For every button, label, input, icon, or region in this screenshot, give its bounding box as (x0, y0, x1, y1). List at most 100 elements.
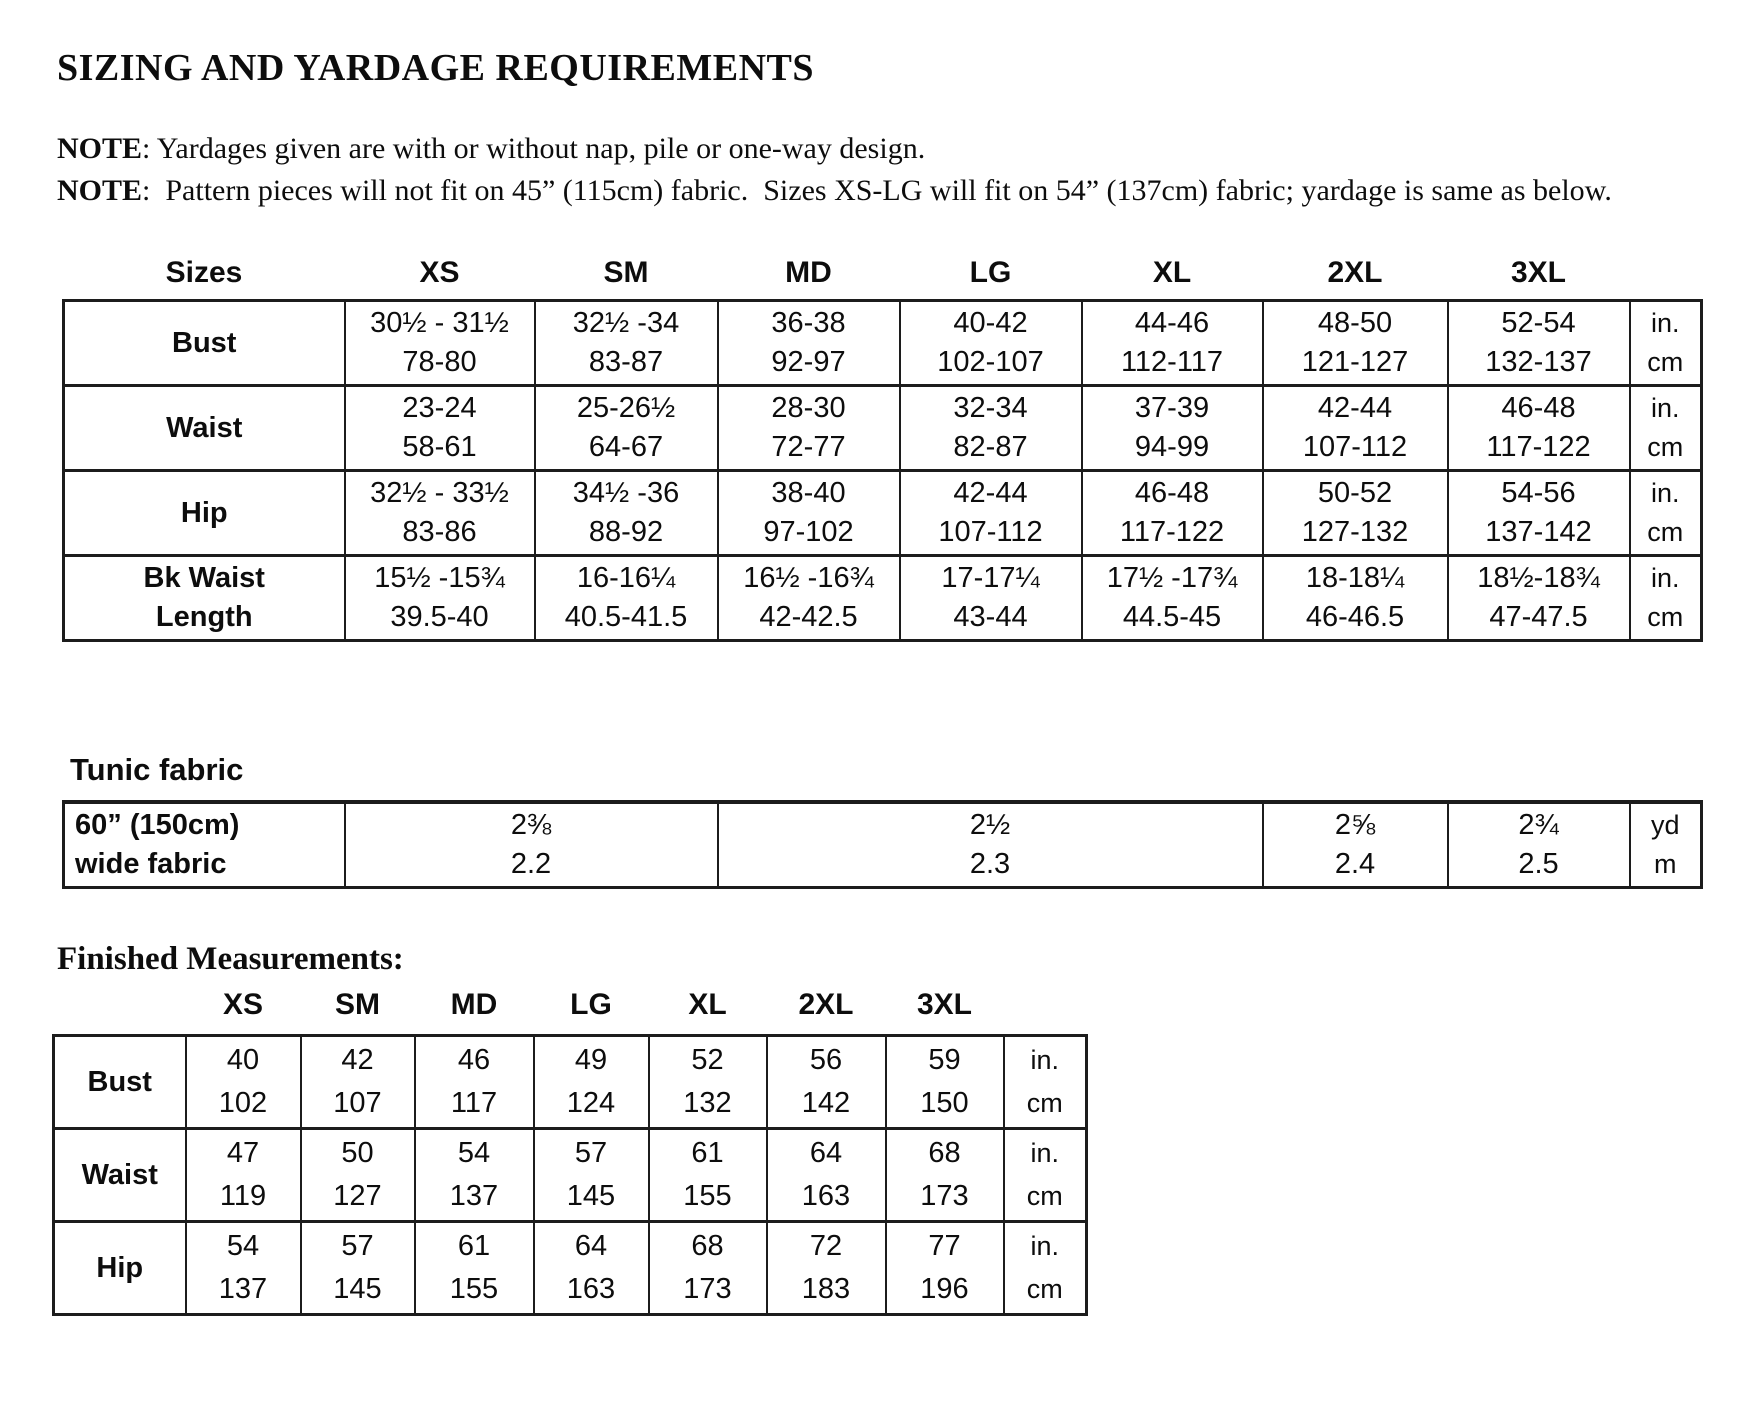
cell-line: 137 (218, 1273, 268, 1305)
cell-line: 82-87 (953, 431, 1028, 463)
tunic-section: Tunic fabric 60” (150cm) wide fabric 2⅜ … (0, 752, 1760, 889)
cell-line: 64-67 (588, 431, 664, 463)
cell-line: 83-87 (588, 346, 664, 378)
cell-line: 64 (809, 1137, 843, 1169)
cell-line: Length (155, 601, 253, 633)
cell-line: in. (1650, 393, 1680, 423)
row-label: Bk Waist Length (62, 554, 346, 642)
size-column-header: XS (222, 988, 264, 1021)
cell-line: 57 (341, 1230, 374, 1262)
measurement-cell: 16-16¼ 40.5-41.5 (533, 554, 719, 642)
notes-block: NOTE: Yardages given are with or without… (57, 128, 1697, 212)
cell-line: 2.2 (510, 848, 552, 880)
cell-line: 50 (341, 1137, 374, 1169)
cell-line: 127-132 (1301, 516, 1409, 548)
cell-line: 150 (920, 1087, 969, 1119)
cell-line: in. (1030, 1231, 1060, 1261)
cell-line: cm (1647, 347, 1684, 377)
measurement-cell: 32½ -34 83-87 (533, 299, 719, 387)
cell-line: 196 (920, 1273, 969, 1305)
measurement-cell: 61 155 (413, 1220, 535, 1316)
measurement-cell: 59 150 (884, 1034, 1005, 1130)
page: SIZING AND YARDAGE REQUIREMENTS NOTE: Ya… (0, 46, 1760, 1420)
size-column-header: XS (419, 256, 460, 289)
sizing-header-row: Sizes XS SM MD LG XL 2XL 3XL (64, 256, 1702, 301)
cell-line: 2⅜ (510, 809, 552, 841)
sizing-section: Sizes XS SM MD LG XL 2XL 3XL Bust 30½ - 3… (0, 256, 1760, 642)
cell-line: 2¾ (1518, 809, 1559, 841)
cell-line: 52 (691, 1044, 724, 1076)
measurement-row: Hip 32½ - 33½ 83-86 34½ -36 88-92 38-40 97-102… (62, 469, 1703, 557)
cell-line: 46-48 (1134, 477, 1210, 509)
measurement-cell: 50-52 127-132 (1261, 469, 1449, 557)
measurement-cell: 54 137 (184, 1220, 302, 1316)
measurement-cell: 42-44 107-112 (898, 469, 1083, 557)
cell-line: 18½-18¾ (1477, 562, 1600, 594)
unit-column-header (1630, 256, 1702, 301)
cell-line: cm (1647, 602, 1684, 632)
cell-line: in. (1650, 563, 1680, 593)
measurement-cell: 17-17¼ 43-44 (898, 554, 1083, 642)
note-label: NOTE (57, 132, 143, 165)
yardage-row: 60” (150cm) wide fabric 2⅜ 2.2 2½ 2.3 2⅝… (62, 801, 1703, 889)
measurement-cell: 50 127 (299, 1127, 416, 1223)
cell-line: in. (1030, 1045, 1060, 1075)
cell-line: 40-42 (953, 307, 1028, 339)
size-column-header: XL (688, 988, 727, 1021)
cell-line: 121-127 (1301, 346, 1409, 378)
cell-line: 34½ -36 (572, 477, 680, 509)
cell-line: 42-44 (953, 477, 1028, 509)
unit-cell: in. cm (1628, 469, 1703, 557)
measurement-cell: 64 163 (532, 1220, 650, 1316)
cell-line: 173 (920, 1180, 969, 1212)
row-label: Bust (62, 299, 346, 387)
row-label: Waist (62, 384, 346, 472)
cell-line: 61 (457, 1230, 491, 1262)
unit-cell: in. cm (1628, 299, 1703, 387)
measurement-row: Bust 40 102 42 107 46 117 49 124 52 132 56 142 59 150 i… (52, 1034, 1088, 1130)
cell-line: 46-46.5 (1305, 601, 1405, 633)
measurement-cell: 52-54 132-137 (1446, 299, 1631, 387)
measurement-cell: 57 145 (532, 1127, 650, 1223)
size-column-header: 3XL (916, 988, 973, 1021)
cell-line: 107-112 (938, 516, 1043, 548)
cell-line: in. (1650, 478, 1680, 508)
note-text: : Pattern pieces will not fit on 45” (11… (142, 174, 1612, 207)
cell-line: in. (1030, 1138, 1060, 1168)
cell-line: 39.5-40 (390, 601, 489, 633)
sizing-table: Sizes XS SM MD LG XL 2XL 3XL Bust 30½ - 3… (62, 256, 1703, 642)
cell-line: 145 (333, 1273, 382, 1305)
cell-line: 2.5 (1518, 848, 1559, 880)
cell-line: 102-107 (937, 346, 1044, 378)
measurement-row: Waist 47 119 50 127 54 137 57 145 61 155 64 163 68 173… (52, 1127, 1088, 1223)
cell-line: 92-97 (771, 346, 846, 378)
measurement-cell: 32-34 82-87 (898, 384, 1083, 472)
row-label: Hip (52, 1220, 187, 1316)
cell-line: 46-48 (1501, 392, 1576, 424)
cell-line: m (1654, 849, 1677, 879)
finished-table: XS SM MD LG XL 2XL 3XL Bust 40 102 42 107 46 1… (52, 988, 1088, 1316)
cell-line: 61 (691, 1137, 724, 1169)
measurement-cell: 37-39 94-99 (1080, 384, 1264, 472)
yardage-cell: 2½ 2.3 (716, 801, 1264, 889)
unit-cell: in. cm (1002, 1127, 1088, 1223)
cell-line: 40.5-41.5 (564, 601, 688, 633)
cell-line: 58-61 (402, 431, 477, 463)
cell-line: in. (1650, 308, 1680, 338)
cell-line: 50-52 (1317, 477, 1393, 509)
cell-line: 119 (219, 1180, 267, 1212)
unit-column-header (1004, 988, 1087, 1036)
cell-line: cm (1647, 517, 1684, 547)
finished-section-title: Finished Measurements: (57, 941, 404, 977)
cell-line: 97-102 (763, 516, 854, 548)
size-column-header: SM (335, 988, 380, 1021)
unit-cell: in. cm (1628, 554, 1703, 642)
measurement-cell: 47 119 (184, 1127, 302, 1223)
size-column-header: MD (450, 988, 498, 1021)
size-column-header: 2XL (798, 988, 854, 1021)
yardage-cell: 2⅝ 2.4 (1261, 801, 1449, 889)
measurement-cell: 46 117 (413, 1034, 535, 1130)
tunic-table: 60” (150cm) wide fabric 2⅜ 2.2 2½ 2.3 2⅝… (62, 800, 1703, 889)
cell-line: 25-26½ (576, 392, 676, 424)
measurement-row: Bust 30½ - 31½ 78-80 32½ -34 83-87 36-38 92-97… (62, 299, 1703, 387)
